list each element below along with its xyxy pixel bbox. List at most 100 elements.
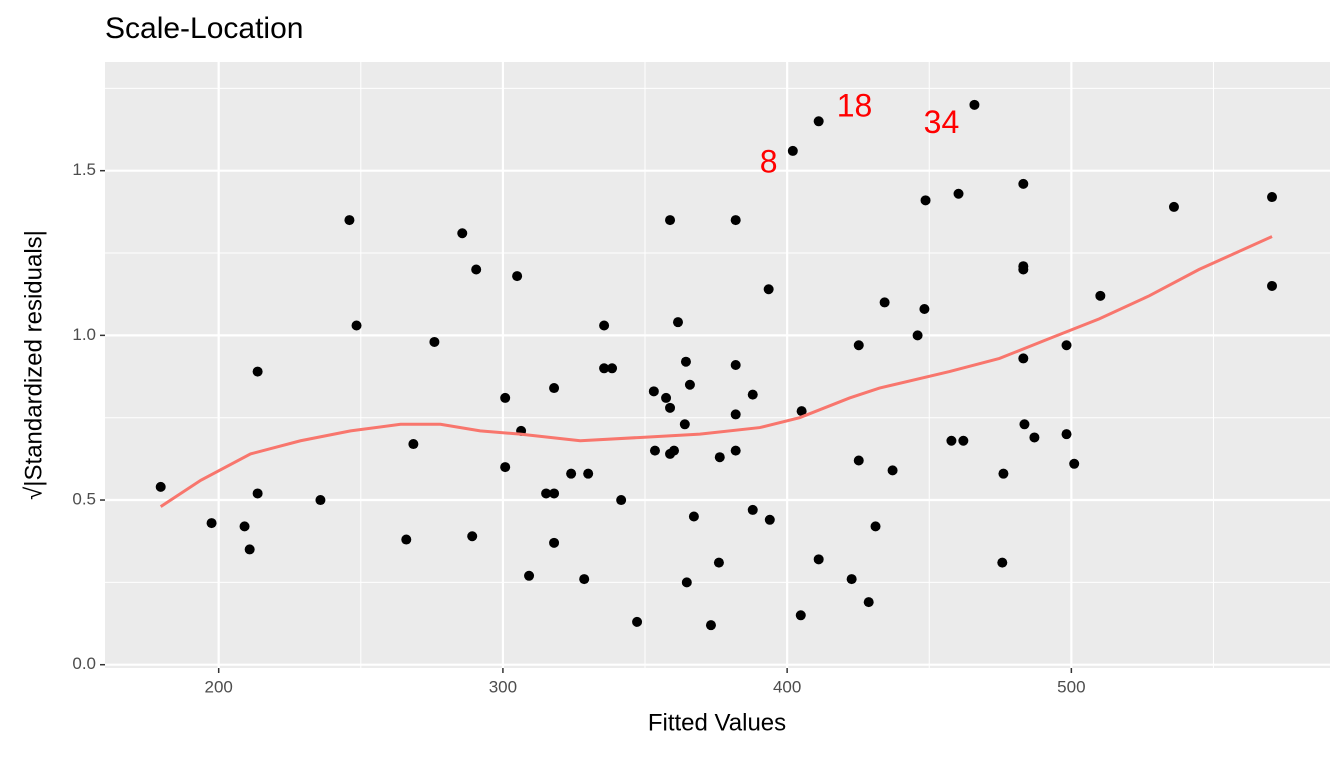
point [969,99,980,110]
point [632,616,643,627]
point [887,465,898,476]
point [1267,192,1278,203]
point [206,518,217,529]
point [1029,432,1040,443]
point [919,304,930,315]
point [795,610,806,621]
point [599,363,610,374]
point [665,215,676,226]
y-tick-label: 1.5 [72,160,96,179]
smooth-line [159,235,1273,508]
point [648,386,659,397]
point [730,409,741,420]
point [665,402,676,413]
point [1069,458,1080,469]
point [796,406,807,417]
point [730,360,741,370]
x-axis-title: Fitted Values [648,709,786,736]
point [688,511,699,522]
point [566,468,577,479]
point [549,537,560,548]
point [401,534,412,545]
point [239,521,250,532]
point [813,554,824,565]
x-tick-label: 200 [205,677,233,696]
point [408,439,419,450]
point [457,228,468,239]
point [512,271,523,282]
point [500,392,511,403]
point [853,455,864,466]
point [764,514,775,525]
point [549,383,560,394]
point [747,504,758,515]
point [1095,290,1106,301]
point [680,356,691,367]
point [730,445,741,456]
point [714,452,725,463]
point [958,435,969,446]
point [681,577,692,588]
point [649,445,660,456]
point [471,264,482,275]
x-tick-label: 400 [773,677,801,696]
point [870,521,881,532]
point [1018,353,1029,364]
point [616,495,627,506]
point [912,330,923,341]
point [1018,264,1029,275]
point [730,215,741,226]
point [853,340,864,351]
point [155,481,166,492]
point [344,215,355,226]
y-axis-title: √|Standardized residuals| [20,230,47,500]
chart-title: Scale-Location [105,12,303,45]
point [252,488,263,499]
point [1061,340,1072,351]
point [252,366,263,377]
point [351,320,362,331]
point [1267,280,1278,291]
point [997,557,1008,568]
point [747,389,758,400]
point [244,544,255,555]
point [879,297,890,308]
point [920,195,931,206]
point [998,468,1009,479]
panel [105,62,1330,668]
point [763,284,774,295]
point [599,320,610,331]
point [1019,419,1030,430]
point [669,445,680,456]
point [813,116,824,127]
point [315,495,326,506]
y-tick-label: 0.5 [72,490,96,509]
point [429,336,440,347]
point [953,188,964,199]
point [524,570,535,581]
point [500,462,511,473]
point [787,145,798,156]
point [679,419,690,430]
annotation: 18 [837,88,873,124]
x-tick-label: 300 [489,677,517,696]
point [579,574,590,585]
point [713,557,724,568]
point [946,435,957,446]
point [684,379,695,390]
annotation: 34 [924,104,960,140]
y-tick-label: 1.0 [72,325,96,344]
point [549,488,560,499]
point [1168,201,1179,212]
point [1018,178,1029,189]
point [583,468,594,479]
point [863,597,874,608]
x-tick-label: 500 [1057,677,1085,696]
y-tick-label: 0.0 [72,654,96,673]
point [846,574,857,585]
point [705,620,716,631]
point [607,363,618,374]
annotation: 8 [760,144,778,180]
point [1061,429,1072,440]
